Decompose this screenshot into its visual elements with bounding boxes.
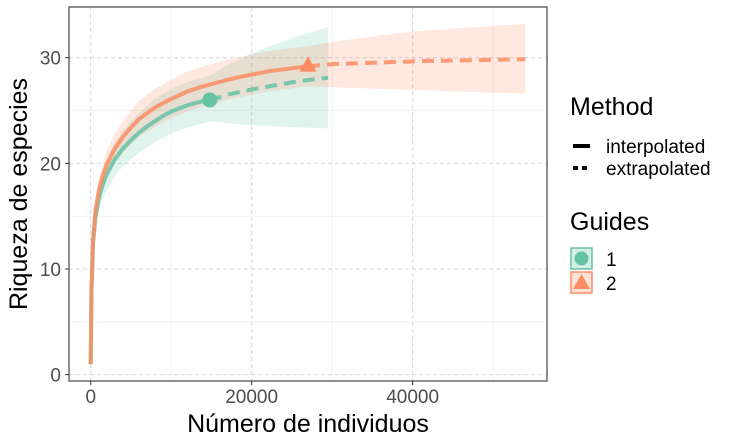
x-tick-label: 20000 (225, 387, 278, 408)
observed-points (202, 56, 317, 108)
legend-method: Method interpolated extrapolated (570, 93, 711, 180)
x-tick-label: 0 (85, 387, 96, 408)
x-axis-title: Número de individuos (187, 410, 429, 438)
x-axis: 0 20000 40000 (85, 381, 439, 408)
extrapolated-line-guide-2 (307, 57, 526, 69)
y-axis-title: Riqueza de especies (5, 78, 33, 310)
extrapolated-line-guide-1 (209, 75, 329, 102)
x-tick-label: 40000 (386, 387, 439, 408)
interpolated-line-guide-2 (88, 64, 309, 365)
legend-key-guide-2 (570, 271, 593, 294)
y-tick-label: 0 (50, 366, 61, 387)
y-tick-label: 20 (40, 154, 61, 175)
legend-label-guide-1: 1 (606, 250, 617, 271)
observed-point-guide-1 (202, 92, 218, 108)
legend-guides: Guides 1 2 (570, 208, 649, 295)
legend-label-guide-2: 2 (606, 274, 617, 295)
y-tick-label: 30 (40, 49, 61, 70)
legend-method-title: Method (570, 93, 653, 121)
grid-minor (69, 7, 547, 381)
y-axis: 0 10 20 30 (40, 49, 69, 387)
legend-label-extrapolated: extrapolated (606, 159, 711, 180)
legend-key-guide-1 (570, 247, 593, 270)
plot-border (68, 6, 548, 382)
legend-guides-title: Guides (570, 208, 649, 236)
curves (88, 57, 526, 365)
confidence-band-guide-2 (90, 23, 526, 365)
observed-point-guide-2 (299, 56, 317, 72)
y-tick-label: 10 (40, 260, 61, 281)
legend-label-interpolated: interpolated (606, 137, 705, 158)
